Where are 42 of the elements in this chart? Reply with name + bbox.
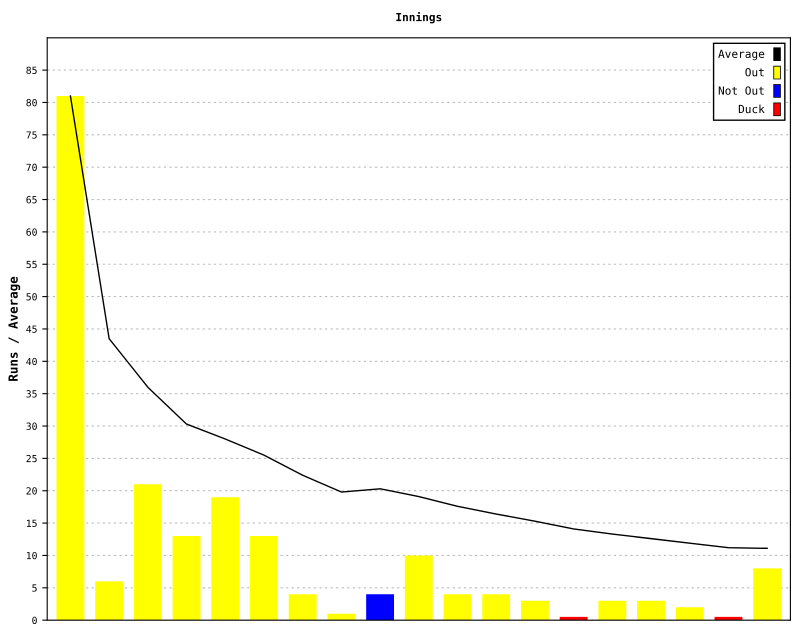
legend-label: Not Out — [718, 86, 764, 95]
legend-label: Out — [745, 68, 764, 76]
y-tick-label: 15 — [26, 520, 37, 527]
bar — [134, 484, 162, 620]
bar — [327, 614, 356, 620]
line-series — [70, 95, 768, 550]
y-tick-label: 80 — [26, 98, 37, 106]
chart-title: Innings — [396, 12, 442, 24]
y-tick-label: 40 — [26, 358, 37, 366]
bar — [95, 581, 124, 620]
bar — [56, 96, 84, 620]
bar — [366, 594, 394, 620]
bar — [172, 536, 200, 620]
y-tick-label: 10 — [26, 552, 37, 560]
y-tick-label: 5 — [32, 584, 37, 592]
bar — [637, 600, 665, 620]
y-tick-label: 65 — [26, 196, 37, 204]
y-tick-label: 20 — [26, 487, 37, 495]
bar — [250, 536, 278, 620]
bar — [598, 600, 626, 620]
y-tick-label: 30 — [26, 422, 37, 430]
bar — [404, 555, 433, 620]
y-tick-label: 55 — [26, 260, 37, 268]
y-tick-label: 50 — [26, 293, 37, 300]
bar — [444, 594, 472, 620]
bar — [520, 600, 549, 620]
bar — [211, 497, 240, 620]
y-tick-label: 70 — [26, 164, 37, 172]
legend-label: Average — [718, 50, 764, 60]
y-tick-label: 0 — [32, 616, 37, 624]
y-tick-label: 85 — [26, 66, 37, 74]
bar — [288, 594, 317, 620]
bar — [676, 607, 704, 620]
y-tick-label: 35 — [26, 390, 37, 398]
y-tick-label: 25 — [26, 454, 37, 462]
legend-label: Duck — [738, 104, 765, 114]
bar — [753, 568, 782, 620]
y-axis-title: Runs / Average — [8, 276, 20, 381]
y-tick-label: 45 — [26, 326, 37, 333]
y-tick-label: 60 — [26, 228, 37, 236]
bar — [482, 594, 510, 620]
y-tick-label: 75 — [26, 131, 37, 139]
